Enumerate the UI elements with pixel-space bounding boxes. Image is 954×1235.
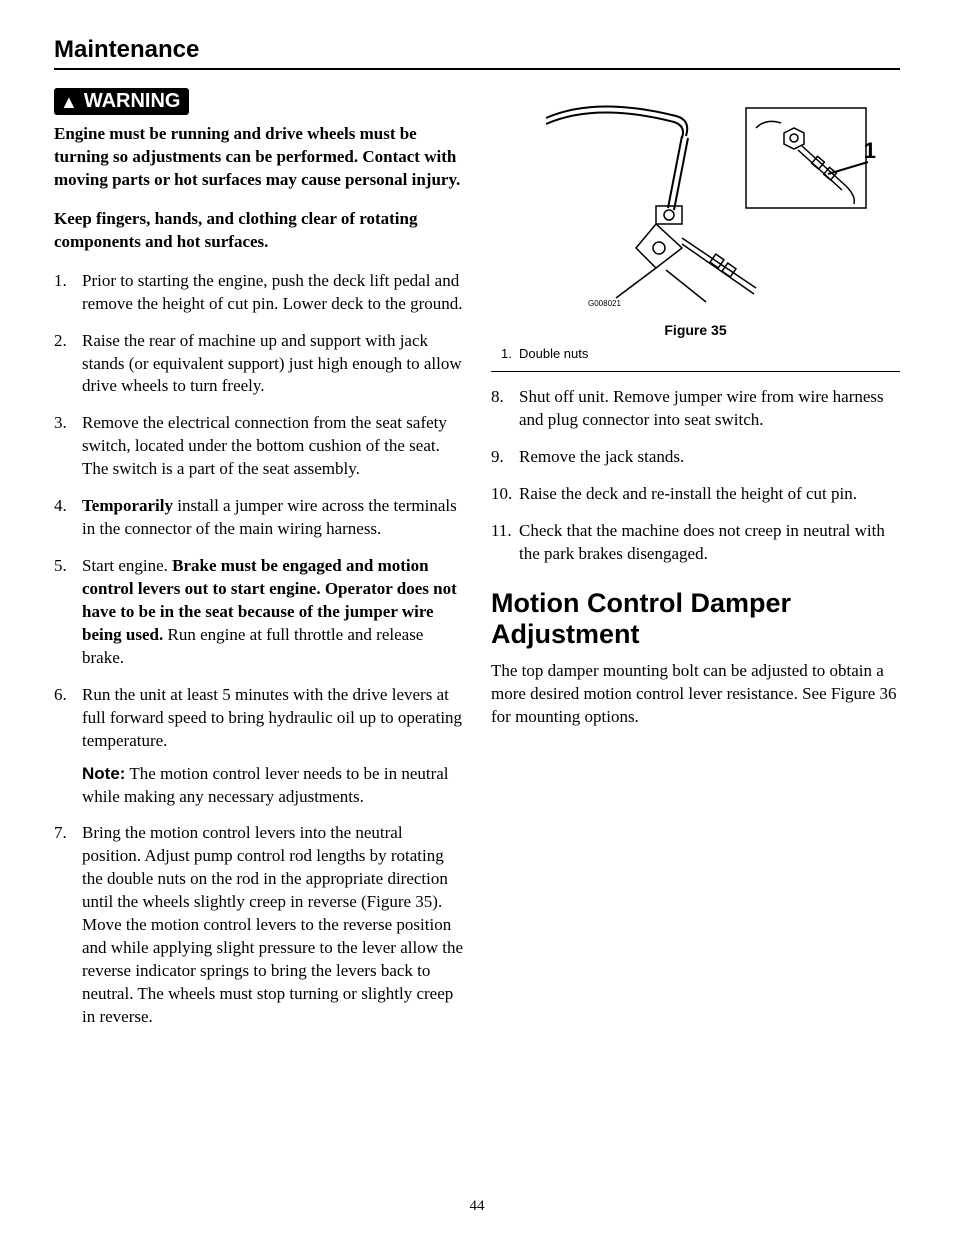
step-5: Start engine. Brake must be engaged and … bbox=[54, 555, 463, 670]
step-7: Bring the motion control levers into the… bbox=[54, 822, 463, 1028]
warning-icon: ▲ bbox=[60, 93, 78, 111]
two-column-layout: ▲ WARNING Engine must be running and dri… bbox=[54, 88, 900, 1043]
step-text: Run the unit at least 5 minutes with the… bbox=[82, 685, 462, 750]
step-6: Run the unit at least 5 minutes with the… bbox=[54, 684, 463, 809]
left-column: ▲ WARNING Engine must be running and dri… bbox=[54, 88, 463, 1043]
step-6-note: Note: The motion control lever needs to … bbox=[82, 763, 463, 809]
step-text: Remove the electrical connection from th… bbox=[82, 413, 447, 478]
step-text: Prior to starting the engine, push the d… bbox=[82, 271, 463, 313]
procedure-steps-right: Shut off unit. Remove jumper wire from w… bbox=[491, 386, 900, 566]
note-label: Note: bbox=[82, 764, 125, 783]
page: Maintenance ▲ WARNING Engine must be run… bbox=[0, 0, 954, 1235]
step-5-a: Start engine. bbox=[82, 556, 172, 575]
step-8: Shut off unit. Remove jumper wire from w… bbox=[491, 386, 900, 432]
step-text: Check that the machine does not creep in… bbox=[519, 521, 885, 563]
step-4: Temporarily install a jumper wire across… bbox=[54, 495, 463, 541]
step-11: Check that the machine does not creep in… bbox=[491, 520, 900, 566]
procedure-steps-left: Prior to starting the engine, push the d… bbox=[54, 270, 463, 1029]
step-1: Prior to starting the engine, push the d… bbox=[54, 270, 463, 316]
figure-35: 1 G008021 Figure 35 bbox=[491, 88, 900, 338]
step-text: Bring the motion control levers into the… bbox=[82, 823, 463, 1026]
step-10: Raise the deck and re-install the height… bbox=[491, 483, 900, 506]
step-text: Raise the deck and re-install the height… bbox=[519, 484, 857, 503]
note-text: The motion control lever needs to be in … bbox=[82, 764, 449, 806]
right-column: 1 G008021 Figure 35 1.Double nuts Shut o… bbox=[491, 88, 900, 1043]
step-2: Raise the rear of machine up and support… bbox=[54, 330, 463, 399]
warning-paragraph-1: Engine must be running and drive wheels … bbox=[54, 123, 463, 192]
step-3: Remove the electrical connection from th… bbox=[54, 412, 463, 481]
figure-code: G008021 bbox=[588, 299, 621, 308]
step-4-lead: Temporarily bbox=[82, 496, 173, 515]
figure-35-illustration: 1 G008021 bbox=[506, 88, 886, 318]
page-number: 44 bbox=[0, 1198, 954, 1215]
section-heading-damper: Motion Control Damper Adjustment bbox=[491, 588, 900, 650]
separator-rule bbox=[491, 371, 900, 372]
warning-paragraph-2: Keep fingers, hands, and clothing clear … bbox=[54, 208, 463, 254]
step-text: Shut off unit. Remove jumper wire from w… bbox=[519, 387, 884, 429]
callout-num: 1. bbox=[501, 346, 519, 361]
figure-callout-list: 1.Double nuts bbox=[501, 346, 900, 361]
step-text: Remove the jack stands. bbox=[519, 447, 684, 466]
callout-text: Double nuts bbox=[519, 346, 588, 361]
step-9: Remove the jack stands. bbox=[491, 446, 900, 469]
section-paragraph-damper: The top damper mounting bolt can be adju… bbox=[491, 660, 900, 729]
step-text: Raise the rear of machine up and support… bbox=[82, 331, 462, 396]
warning-badge: ▲ WARNING bbox=[54, 88, 189, 115]
page-title: Maintenance bbox=[54, 36, 900, 70]
figure-caption: Figure 35 bbox=[491, 322, 900, 338]
callout-number-1: 1 bbox=[863, 138, 875, 163]
warning-label: WARNING bbox=[84, 90, 181, 113]
